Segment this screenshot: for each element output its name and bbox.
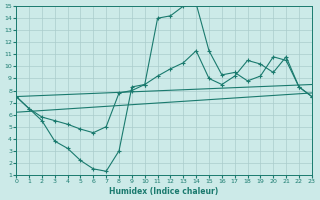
X-axis label: Humidex (Indice chaleur): Humidex (Indice chaleur) <box>109 187 219 196</box>
